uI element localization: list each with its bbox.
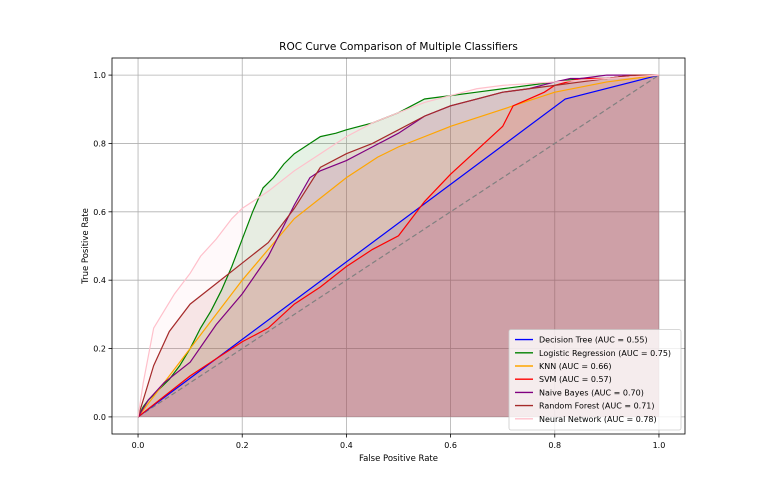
x-tick-label: 0.4 [340, 441, 353, 450]
x-tick-label: 1.0 [653, 441, 666, 450]
y-tick-label: 1.0 [93, 71, 106, 80]
y-tick-label: 0.0 [93, 413, 106, 422]
legend-label: KNN (AUC = 0.66) [539, 362, 612, 371]
x-tick-label: 0.6 [444, 441, 457, 450]
series-line [137, 74, 660, 418]
legend-label: Decision Tree (AUC = 0.55) [539, 336, 648, 345]
plot-frame [111, 57, 686, 435]
series-line [137, 74, 659, 417]
y-tick-label: 0.8 [93, 139, 106, 148]
y-tick-label: 0.4 [93, 276, 106, 285]
grid [112, 58, 685, 434]
series-line [137, 74, 659, 418]
axes [111, 57, 686, 435]
x-axis-label: False Positive Rate [359, 454, 438, 464]
x-tick-label: 0.2 [236, 441, 249, 450]
series-line [137, 74, 659, 418]
series-line [137, 74, 660, 418]
y-tick-label: 0.2 [93, 345, 106, 354]
legend-label: Logistic Regression (AUC = 0.75) [539, 349, 671, 358]
series-line [137, 74, 659, 418]
y-axis-label: True Positive Rate [81, 208, 91, 285]
tick-labels: 0.0 0.2 0.4 0.6 0.8 1.0 0.0 0.2 0.4 0.6 0.8 1.0 [93, 71, 665, 450]
series-lines [137, 74, 660, 418]
chart-title: ROC Curve Comparison of Multiple Classif… [279, 41, 518, 53]
legend: Decision Tree (AUC = 0.55) Logistic Regre… [508, 329, 682, 431]
legend-box [508, 329, 682, 431]
legend-label: Neural Network (AUC = 0.78) [539, 415, 657, 424]
x-tick-label: 0.0 [132, 441, 145, 450]
series-line [137, 74, 659, 418]
legend-label: Random Forest (AUC = 0.71) [539, 402, 655, 411]
x-tick-label: 0.8 [548, 441, 561, 450]
y-tick-label: 0.6 [93, 208, 106, 217]
legend-label: SVM (AUC = 0.57) [539, 375, 612, 384]
legend-label: Naive Bayes (AUC = 0.70) [539, 388, 644, 397]
